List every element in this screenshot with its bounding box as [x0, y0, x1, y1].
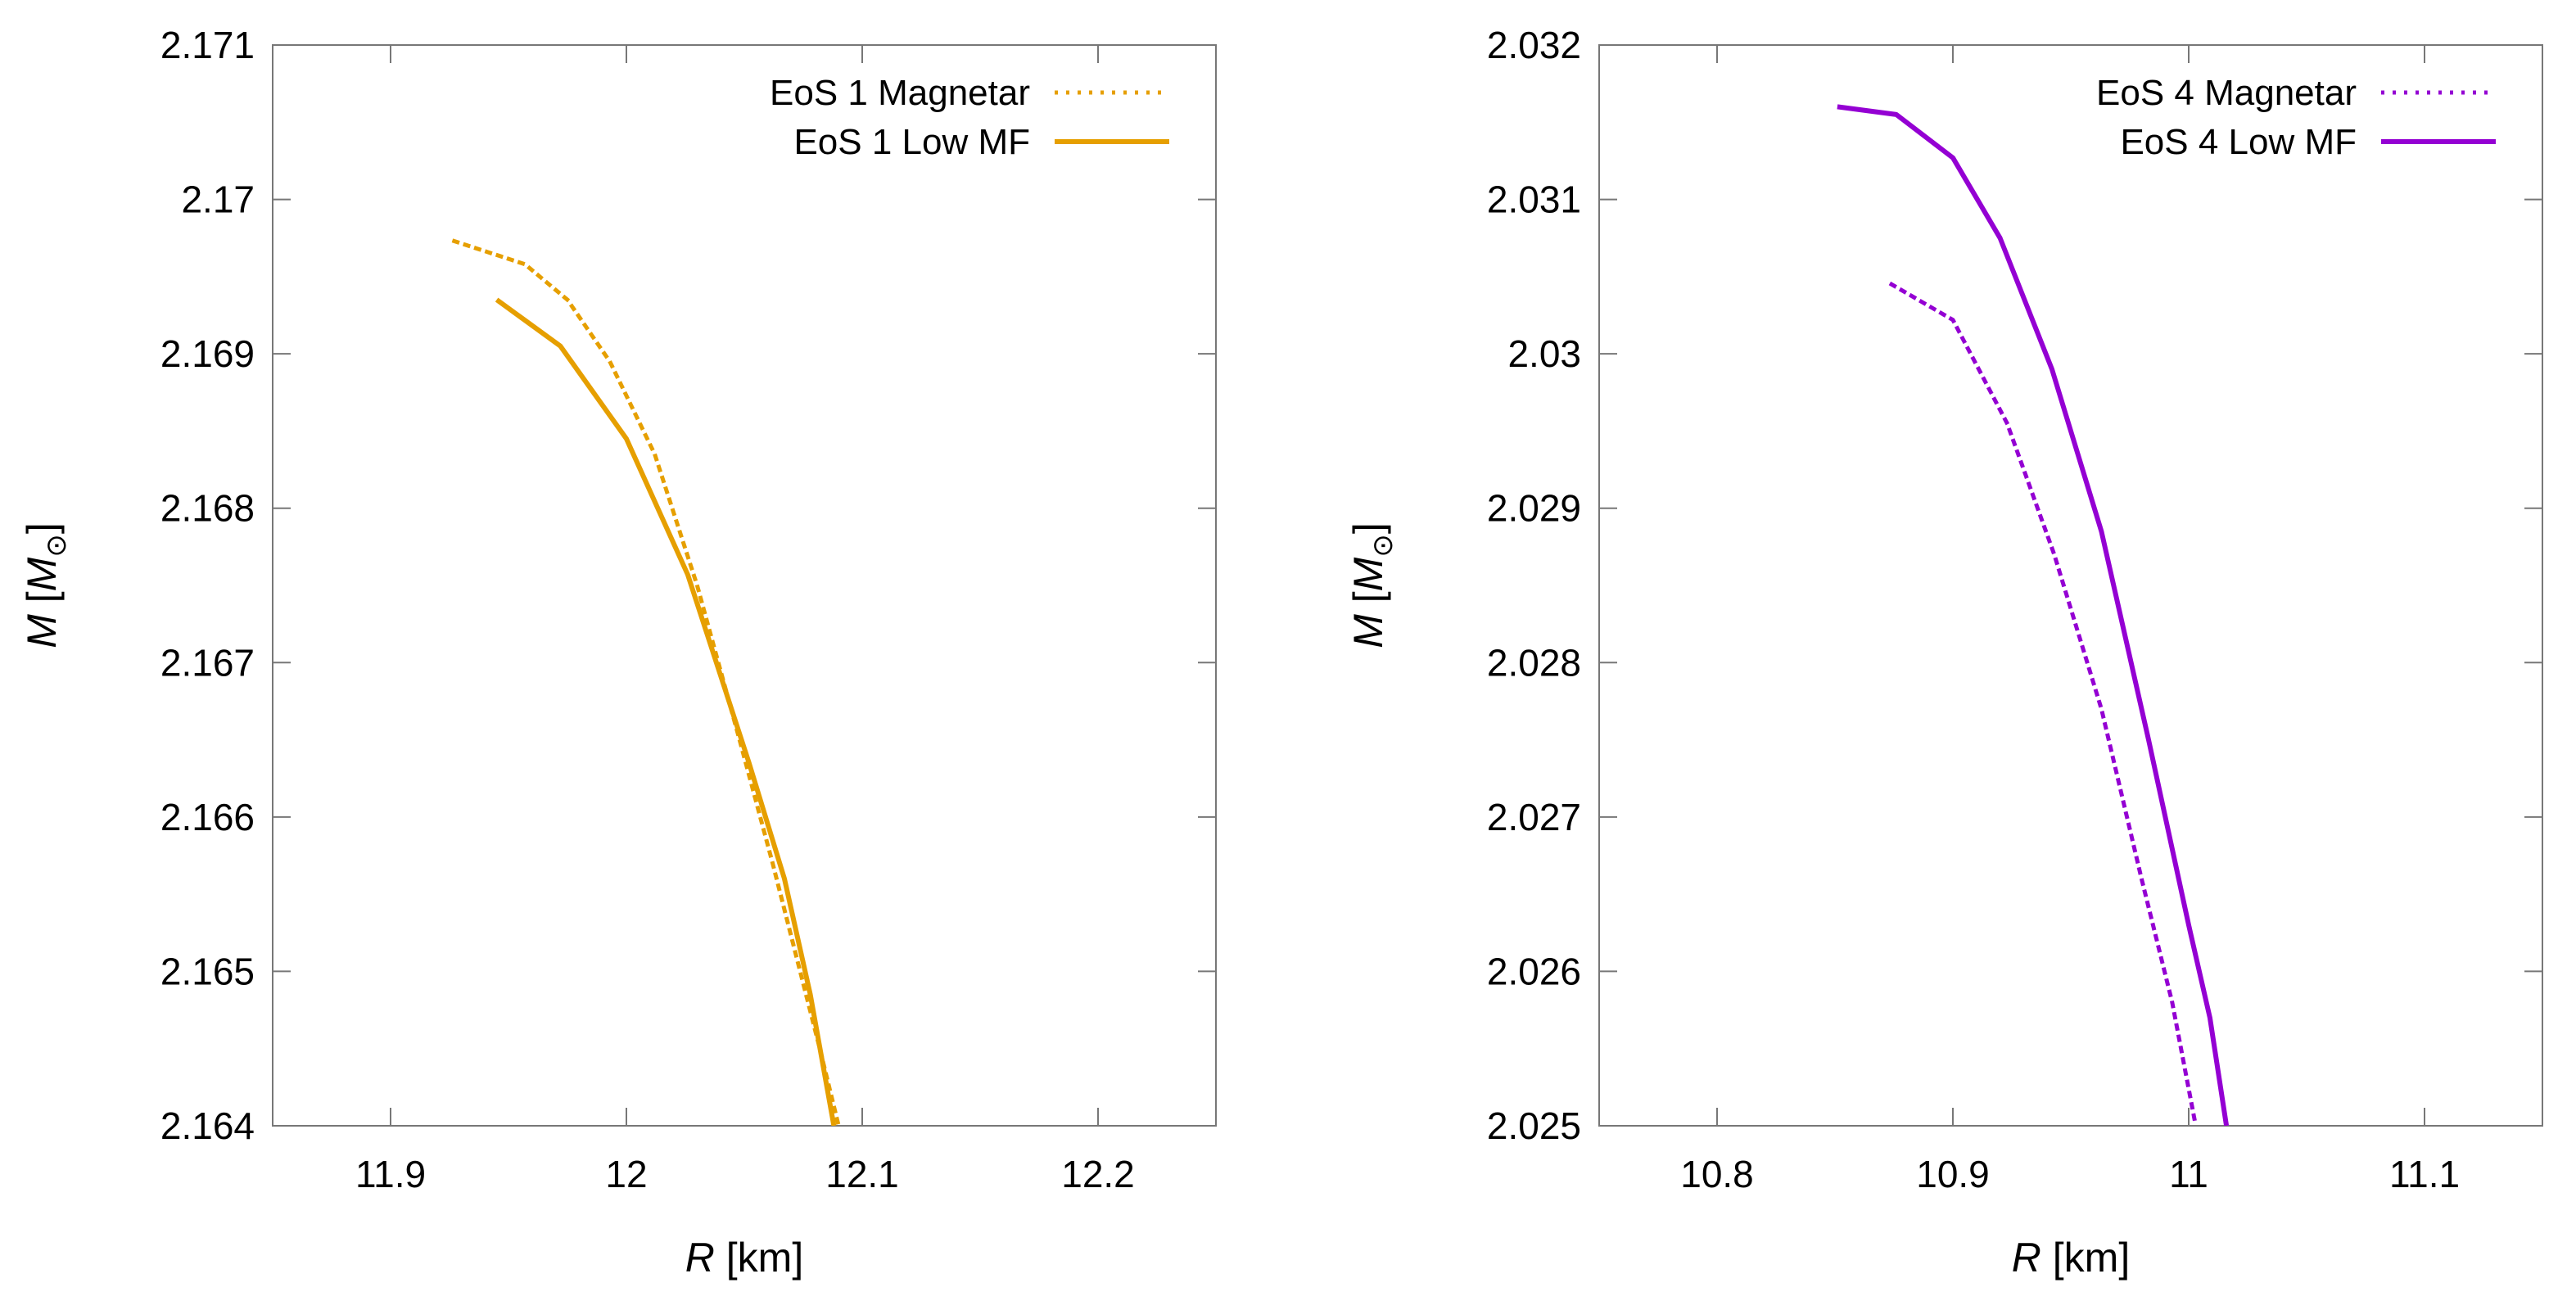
x-tick-label: 11 [2169, 1153, 2208, 1195]
y-tick-label: 2.168 [160, 487, 255, 530]
series-line-low-mf [1837, 104, 2230, 1126]
plot-frame [272, 44, 1217, 1127]
chart-panel-1: 11.9 12 12.1 12.2 2.164 2.165 2.166 2.167 2.168 2… [19, 24, 1217, 1281]
y-tick-label: 2.031 [1487, 178, 1581, 221]
x-tick-label: 11.1 [2389, 1153, 2460, 1195]
y-tick-label: 2.026 [1487, 950, 1581, 992]
plot-frame [1598, 44, 2543, 1127]
x-tick-label: 11.9 [355, 1153, 426, 1195]
chart-panel-2: 10.8 10.9 11 11.1 2.025 2.026 2.027 2.028 2.029 2… [1345, 24, 2543, 1281]
legend-label: EoS 1 Low MF [793, 122, 1030, 162]
y-tick-label: 2.166 [160, 796, 255, 838]
y-tick-label: 2.03 [1507, 332, 1581, 375]
legend-label: EoS 1 Magnetar [770, 73, 1030, 113]
x-axis-label: R [km] [685, 1235, 803, 1281]
y-axis-label: M [M⊙] [19, 522, 72, 648]
y-tick-label: 2.029 [1487, 487, 1581, 530]
x-tick-label: 12 [605, 1153, 647, 1195]
y-tick-label: 2.171 [160, 24, 255, 66]
y-tick-label: 2.167 [160, 641, 255, 684]
x-tick-label: 10.8 [1680, 1153, 1754, 1195]
legend-label: EoS 4 Low MF [2120, 122, 2357, 162]
y-tick-label: 2.17 [181, 178, 255, 221]
series-line-magnetar [451, 238, 841, 1126]
y-tick-label: 2.027 [1487, 796, 1581, 838]
x-axis-label: R [km] [2012, 1235, 2130, 1281]
x-tick-label: 10.9 [1916, 1153, 1990, 1195]
series-line-magnetar [1888, 281, 2199, 1126]
y-tick-label: 2.032 [1487, 24, 1581, 66]
y-tick-label: 2.028 [1487, 641, 1581, 684]
legend-label: EoS 4 Magnetar [2096, 73, 2357, 113]
y-tick-label: 2.025 [1487, 1104, 1581, 1147]
x-tick-label: 12.1 [825, 1153, 899, 1195]
series-line-low-mf [495, 297, 837, 1126]
y-tick-label: 2.169 [160, 332, 255, 375]
y-axis-label: M [M⊙] [1345, 522, 1399, 648]
x-tick-label: 12.2 [1061, 1153, 1135, 1195]
y-tick-label: 2.165 [160, 950, 255, 992]
y-tick-label: 2.164 [160, 1104, 255, 1147]
